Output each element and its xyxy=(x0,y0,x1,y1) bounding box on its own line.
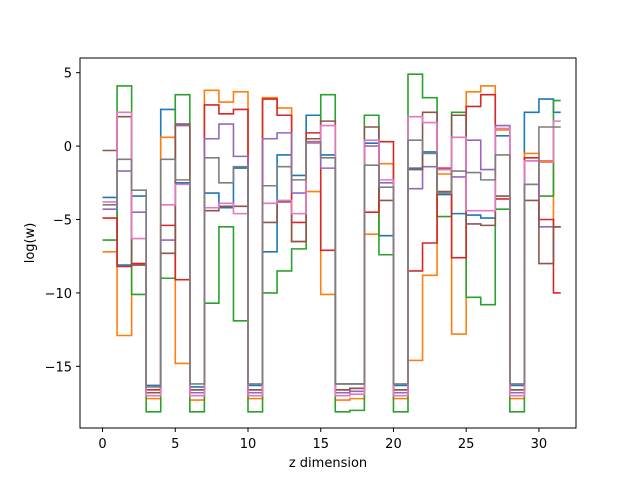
series-line-7 xyxy=(102,111,561,397)
y-tick-label: −5 xyxy=(53,214,72,229)
y-tick-label: −15 xyxy=(45,360,72,375)
y-tick-label: 5 xyxy=(64,67,72,82)
series-line-8 xyxy=(102,126,561,388)
y-axis: −15 −10 −5 0 5 xyxy=(45,67,80,375)
series-layer xyxy=(102,73,561,413)
x-axis-label: z dimension xyxy=(289,456,367,471)
y-tick-label: 0 xyxy=(64,140,72,155)
y-axis-label: log(w) xyxy=(23,223,38,264)
x-axis: 0 5 10 15 20 25 30 xyxy=(98,428,547,452)
x-tick-label: 0 xyxy=(98,437,106,452)
y-tick-label: −10 xyxy=(45,287,72,302)
x-tick-label: 10 xyxy=(240,437,257,452)
x-tick-label: 20 xyxy=(385,437,402,452)
x-tick-label: 15 xyxy=(312,437,329,452)
x-tick-label: 25 xyxy=(458,437,475,452)
x-tick-label: 5 xyxy=(171,437,179,452)
x-tick-label: 30 xyxy=(531,437,548,452)
axes-frame xyxy=(79,57,577,429)
plot-area xyxy=(80,58,576,428)
